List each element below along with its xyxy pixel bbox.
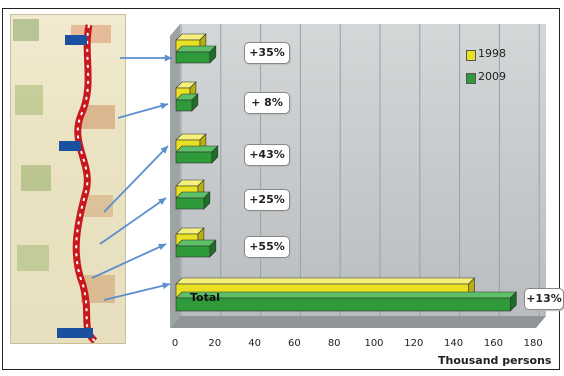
bar-2009	[175, 99, 193, 112]
x-tick-label: 120	[404, 338, 424, 349]
connector-arrowhead	[160, 102, 168, 110]
x-tick-label: 0	[171, 338, 179, 349]
bar-2009-top	[175, 291, 518, 299]
x-tick-label: 40	[248, 338, 261, 349]
bar-2009-top	[175, 45, 217, 53]
growth-badge: +25%	[244, 189, 290, 211]
legend-swatch-2009	[466, 73, 476, 84]
x-tick-label: 140	[444, 338, 464, 349]
x-tick-label: 60	[288, 338, 301, 349]
connector-arrowhead	[160, 146, 168, 154]
bar-1998-top	[175, 277, 476, 285]
legend-label-1998: 1998	[478, 47, 506, 60]
connector-arrow	[117, 103, 169, 119]
bar-series	[175, 33, 518, 312]
legend-swatch-1998	[466, 50, 476, 61]
connector-arrow	[91, 243, 167, 279]
x-tick-label: 160	[483, 338, 503, 349]
bar-2009-top	[175, 239, 217, 247]
connector-arrow	[103, 283, 171, 301]
growth-badge: +35%	[244, 42, 290, 64]
x-tick-label: 180	[523, 338, 543, 349]
connector-arrow	[103, 145, 169, 213]
connector-arrow	[99, 197, 167, 245]
x-tick-label: 100	[364, 338, 384, 349]
growth-badge: +43%	[244, 144, 290, 166]
grid-lines	[180, 24, 540, 316]
growth-badge: +55%	[244, 236, 290, 258]
connector-arrowhead	[158, 243, 166, 251]
bar-2009-top	[175, 145, 219, 153]
growth-badge: +13%	[524, 288, 564, 310]
connector-arrowhead	[158, 198, 166, 205]
x-tick-label: 20	[208, 338, 222, 349]
category-label-total: Total	[190, 291, 221, 304]
bar-2009	[175, 51, 211, 64]
bar-2009	[175, 151, 213, 164]
x-axis-label: Thousand persons	[438, 354, 552, 367]
legend-label-2009: 2009	[478, 70, 506, 83]
bar-2009	[175, 245, 211, 258]
bar-2009	[175, 197, 205, 210]
connector-arrowhead	[162, 282, 170, 290]
chart-floor	[170, 316, 546, 328]
railway-map	[10, 14, 126, 344]
chart-back-wall	[180, 24, 546, 316]
railway-map-icon	[13, 19, 115, 343]
x-tick-label: 80	[327, 338, 341, 349]
bar-2009	[175, 297, 511, 312]
connector-arrowhead	[164, 54, 172, 62]
growth-badge: + 8%	[244, 92, 290, 114]
connector-arrows	[91, 54, 172, 301]
